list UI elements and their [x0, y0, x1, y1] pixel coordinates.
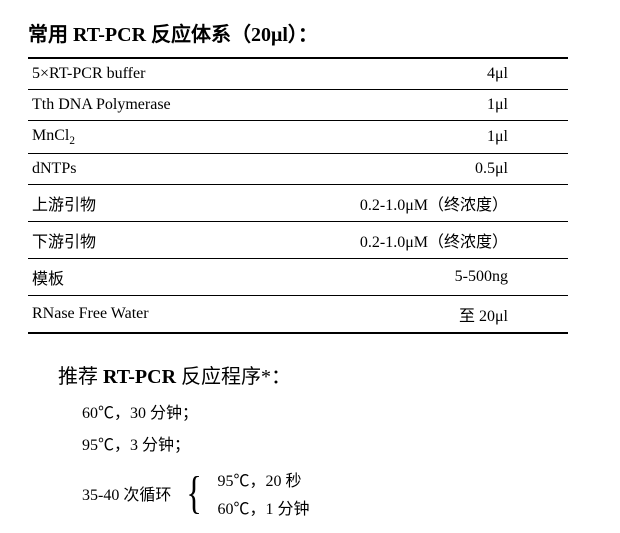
reagent-amount: 4μl — [249, 58, 568, 90]
section-title-reaction-system: 常用 RT-PCR 反应体系（20μl）： — [28, 18, 592, 47]
reagent-amount: 至 20μl — [249, 296, 568, 334]
reagent-amount: 0.2-1.0μM（终浓度） — [249, 185, 568, 222]
page: 常用 RT-PCR 反应体系（20μl）： 5×RT-PCR buffer4μl… — [0, 0, 620, 533]
brace-icon: { — [187, 470, 202, 516]
subtitle-prefix: 推荐 — [58, 366, 103, 388]
reagent-name: 5×RT-PCR buffer — [28, 58, 249, 90]
table-row: RNase Free Water至 20μl — [28, 296, 568, 334]
program-steps: 60℃，30 分钟； 95℃，3 分钟； 35-40 次循环 { 95℃，20 … — [82, 399, 592, 523]
reagent-name: RNase Free Water — [28, 296, 249, 334]
table-row: MnCl21μl — [28, 121, 568, 154]
subscript: 2 — [69, 135, 75, 147]
subtitle-suffix: 反应程序*： — [176, 366, 291, 388]
reagent-amount: 5-500ng — [249, 259, 568, 296]
table-row: 上游引物0.2-1.0μM（终浓度） — [28, 185, 568, 222]
reagent-name: 上游引物 — [28, 185, 249, 222]
table-row: 5×RT-PCR buffer4μl — [28, 58, 568, 90]
reagent-amount: 1μl — [249, 121, 568, 154]
cycle-step: 60℃，1 分钟 — [217, 495, 309, 519]
reagent-amount: 1μl — [249, 90, 568, 121]
cycle-count-label: 35-40 次循环 — [82, 481, 171, 505]
table-row: dNTPs0.5μl — [28, 154, 568, 185]
program-step: 60℃，30 分钟； — [82, 399, 592, 423]
program-step: 95℃，3 分钟； — [82, 431, 592, 455]
table-row: 模板5-500ng — [28, 259, 568, 296]
reagent-name: 下游引物 — [28, 222, 249, 259]
reagent-amount: 0.5μl — [249, 154, 568, 185]
reagent-name: 模板 — [28, 259, 249, 296]
cycle-step: 95℃，20 秒 — [217, 467, 309, 491]
reagent-name: dNTPs — [28, 154, 249, 185]
table-row: 下游引物0.2-1.0μM（终浓度） — [28, 222, 568, 259]
cycle-steps: 95℃，20 秒 60℃，1 分钟 — [217, 463, 309, 523]
reagent-name: MnCl2 — [28, 121, 249, 154]
cycle-block: 35-40 次循环 { 95℃，20 秒 60℃，1 分钟 — [82, 463, 592, 523]
reagent-name: Tth DNA Polymerase — [28, 90, 249, 121]
reagents-table: 5×RT-PCR buffer4μlTth DNA Polymerase1μlM… — [28, 57, 568, 334]
section-program: 推荐 RT-PCR 反应程序*： 60℃，30 分钟； 95℃，3 分钟； 35… — [58, 360, 592, 523]
section-title-program: 推荐 RT-PCR 反应程序*： — [58, 360, 592, 389]
subtitle-bold: RT-PCR — [103, 366, 176, 388]
table-row: Tth DNA Polymerase1μl — [28, 90, 568, 121]
reagent-amount: 0.2-1.0μM（终浓度） — [249, 222, 568, 259]
